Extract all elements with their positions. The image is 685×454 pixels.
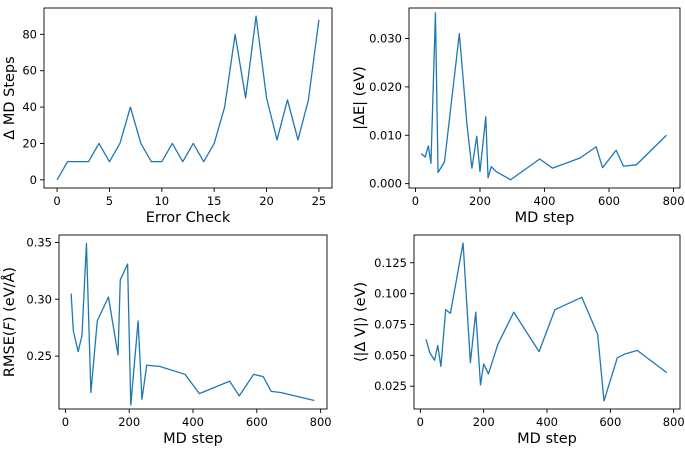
y-tick-label: 0.030	[369, 31, 402, 45]
x-axis-label: Error Check	[146, 210, 231, 226]
x-tick-label: 400	[182, 415, 204, 429]
series-line	[420, 12, 667, 181]
x-tick-label: 10	[154, 194, 169, 208]
y-axis-label: |ΔE| (eV)	[352, 66, 368, 130]
subplot-1: 0 5 10 15 20 25 0 20 40 60 80 Error Check Δ MD Steps	[2, 7, 333, 226]
y-tick-label: 0.000	[369, 177, 402, 191]
x-tick-label: 200	[469, 194, 491, 208]
x-tick-label: 200	[118, 415, 140, 429]
x-axis-label: MD step	[515, 210, 575, 226]
y-axis-label-part: F	[2, 321, 18, 330]
x-tick-label: 0	[62, 415, 69, 429]
x-tick-label: 0	[417, 415, 424, 429]
y-axis-label: ⟨|Δ V|⟩ (eV)	[353, 282, 369, 362]
y-tick-label: 0.125	[374, 256, 407, 270]
axes-frame	[408, 7, 681, 189]
y-tick-label: 0.30	[26, 292, 52, 306]
x-tick-label: 0	[53, 194, 60, 208]
x-tick-label: 200	[473, 415, 495, 429]
y-tick-label: 20	[22, 136, 37, 150]
subplot-2: 0 200 400 600 800 0.000 0.010 0.020 0.030 MD step…	[352, 7, 685, 226]
x-axis-label: MD step	[163, 431, 223, 447]
y-tick-label: 0	[30, 173, 37, 187]
y-axis-label-part: ) (eV/Å)	[1, 267, 18, 322]
x-tick-label: 5	[106, 194, 113, 208]
x-tick-label: 20	[259, 194, 274, 208]
x-tick-label: 400	[536, 415, 558, 429]
axes-frame	[43, 7, 333, 189]
axes-frame	[413, 234, 681, 410]
y-tick-label: 0.35	[26, 235, 52, 249]
y-tick-label: 0.010	[369, 128, 402, 142]
y-tick-label: 0.020	[369, 80, 402, 94]
y-axis-label: Δ MD Steps	[2, 56, 18, 139]
x-tick-label: 25	[312, 194, 327, 208]
y-axis-label: RMSE(F) (eV/Å)	[1, 267, 18, 377]
x-tick-label: 800	[663, 194, 685, 208]
x-tick-label: 800	[310, 415, 332, 429]
y-tick-label: 0.075	[374, 317, 407, 331]
x-axis-label: MD step	[517, 431, 577, 447]
y-tick-label: 0.050	[374, 348, 407, 362]
series-line	[56, 15, 320, 181]
subplot-4: 0 200 400 600 800 0.025 0.050 0.075 0.100 0.125 MD…	[353, 234, 685, 447]
x-tick-label: 800	[663, 415, 685, 429]
y-tick-label: 40	[22, 100, 37, 114]
axes-frame	[58, 234, 328, 410]
y-tick-label: 0.25	[26, 349, 52, 363]
subplot-3: 0 200 400 600 800 0.25 0.30 0.35 MD step RMSE(F) …	[1, 234, 332, 447]
y-axis-label-part: RMSE(	[2, 330, 18, 377]
y-tick-label: 0.100	[374, 287, 407, 301]
x-tick-label: 600	[598, 194, 620, 208]
x-tick-label: 600	[599, 415, 621, 429]
series-line	[425, 242, 668, 402]
series-line	[70, 242, 315, 406]
x-tick-label: 0	[412, 194, 419, 208]
x-tick-label: 600	[246, 415, 268, 429]
y-tick-label: 60	[22, 64, 37, 78]
y-tick-label: 0.025	[374, 379, 407, 393]
x-tick-label: 15	[207, 194, 222, 208]
y-tick-label: 80	[22, 27, 37, 41]
x-tick-label: 400	[534, 194, 556, 208]
